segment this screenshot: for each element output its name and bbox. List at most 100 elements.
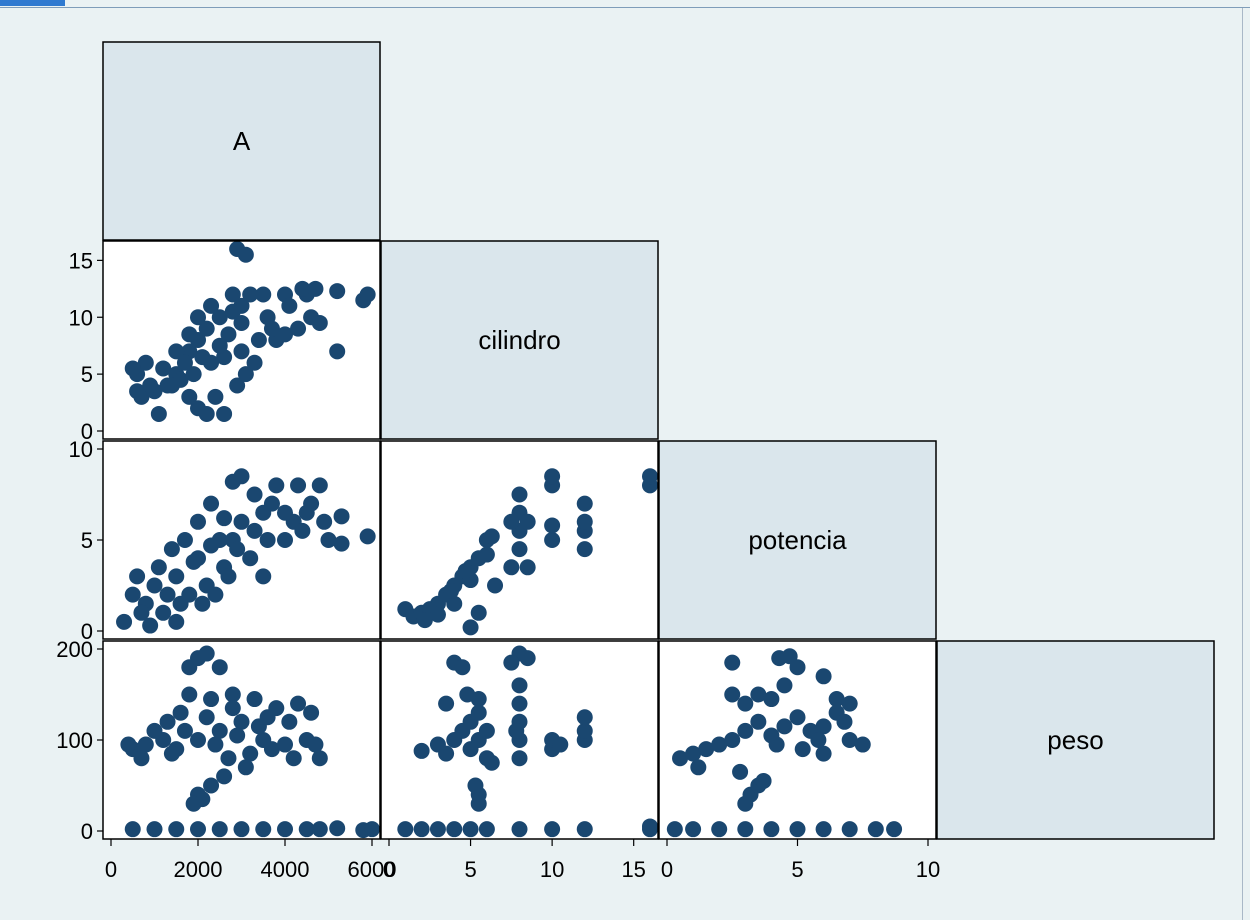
data-point [544, 532, 561, 548]
y-tick-label: 200 [56, 637, 93, 662]
x-tick-label: 0 [383, 857, 395, 882]
data-point [711, 736, 728, 753]
data-point [237, 759, 254, 776]
diagonal-a: A [102, 41, 381, 241]
data-point [263, 741, 280, 758]
data-point [216, 768, 233, 785]
data-point [181, 326, 198, 343]
data-point [329, 343, 346, 360]
active-tab[interactable] [0, 0, 65, 6]
data-point [211, 309, 228, 326]
data-point [438, 695, 455, 712]
data-point [190, 732, 206, 748]
data-point [755, 772, 772, 789]
data-point [724, 654, 741, 671]
panel-border [380, 640, 659, 840]
data-point [190, 513, 206, 530]
data-point [841, 695, 858, 712]
y-axis-peso: 0 100 200 [56, 637, 103, 844]
x-tick-label: 5 [791, 857, 803, 882]
data-point [207, 388, 224, 405]
data-point [198, 645, 215, 662]
data-point [129, 383, 146, 400]
data-point [478, 546, 495, 563]
data-point [552, 736, 569, 753]
data-point [815, 821, 832, 838]
data-point [810, 732, 827, 748]
data-point [176, 532, 193, 548]
data-point [789, 821, 806, 838]
data-point [519, 559, 536, 576]
data-point [150, 405, 167, 422]
data-point [737, 722, 754, 739]
data-point [224, 473, 241, 490]
x-axis-a: 0 2000 4000 6000 [105, 839, 396, 882]
data-point [229, 541, 246, 558]
y-tick-label: 100 [56, 728, 93, 753]
data-point [511, 750, 528, 767]
x-tick-label: 10 [916, 857, 940, 882]
data-point [129, 568, 146, 585]
data-point [142, 617, 159, 634]
data-point [470, 604, 487, 621]
data-point [776, 718, 793, 735]
y-tick-label: 0 [81, 819, 93, 844]
data-point [311, 314, 328, 331]
data-point [237, 246, 254, 263]
data-point [229, 727, 246, 744]
data-point [207, 736, 224, 753]
data-point [242, 550, 259, 567]
data-point [333, 535, 350, 552]
y-tick-label: 0 [81, 419, 93, 444]
data-point [311, 750, 328, 767]
diagonal-box [658, 440, 937, 640]
data-point [307, 280, 324, 297]
data-point [263, 495, 280, 512]
data-point [211, 821, 228, 838]
data-point [642, 821, 658, 838]
panel-border [380, 440, 659, 640]
data-point [116, 613, 133, 630]
data-point [246, 354, 263, 371]
data-point [207, 586, 224, 603]
data-point [146, 722, 163, 739]
diagonal-box [102, 41, 381, 241]
data-point [176, 722, 193, 739]
variable-label: peso [1047, 725, 1103, 755]
diagonal-potencia: potencia [658, 440, 937, 640]
data-point [503, 559, 520, 576]
panel-peso-vs-cilindro [380, 640, 659, 840]
data-point [459, 686, 476, 703]
y-tick-label: 10 [69, 437, 93, 462]
data-point [503, 654, 520, 671]
data-point [511, 541, 528, 558]
data-point [298, 821, 315, 838]
data-point [181, 686, 198, 703]
data-point [220, 750, 237, 767]
data-point [224, 303, 241, 320]
data-point [263, 320, 280, 337]
data-point [511, 677, 528, 694]
data-point [511, 486, 528, 503]
data-point [233, 513, 250, 530]
y-tick-label: 15 [69, 248, 93, 273]
y-tick-label: 5 [81, 528, 93, 553]
data-point [442, 582, 459, 599]
x-tick-label: 0 [661, 857, 673, 882]
data-point [224, 700, 241, 717]
diagonal-peso: peso [936, 640, 1215, 840]
data-point [750, 713, 767, 730]
data-point [163, 377, 180, 394]
data-point [246, 691, 263, 708]
data-point [290, 695, 307, 712]
data-point [290, 477, 307, 494]
data-point [155, 360, 172, 377]
data-point [203, 537, 220, 554]
data-point [446, 821, 463, 838]
data-point [429, 821, 446, 838]
data-point [576, 541, 593, 558]
data-point [776, 677, 793, 694]
data-point [483, 528, 500, 545]
data-point [146, 577, 163, 594]
data-point [815, 668, 832, 685]
